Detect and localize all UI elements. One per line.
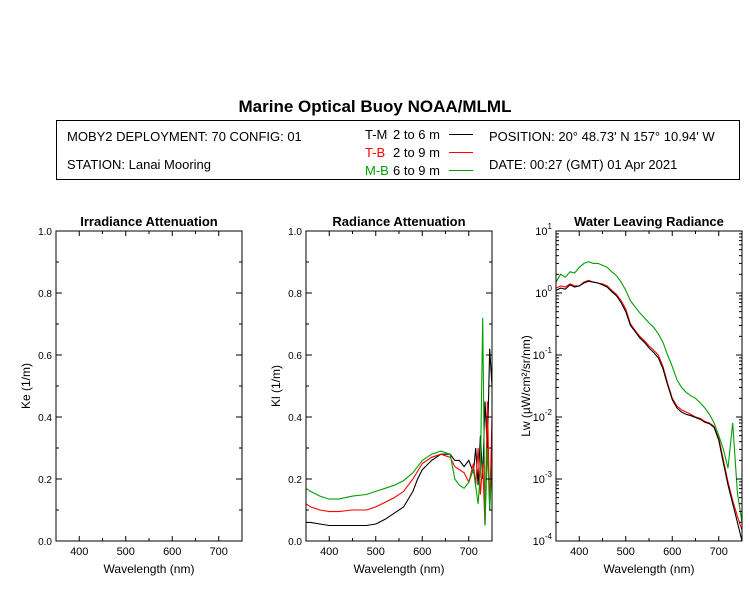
radiance-panel-title: Radiance Attenuation <box>332 214 466 229</box>
y-tick-label: 0.0 <box>38 537 52 548</box>
x-tick-label: 600 <box>163 546 181 558</box>
date-label: DATE: 00:27 (GMT) 01 Apr 2021 <box>489 157 678 172</box>
legend-range-tm: 2 to 6 m <box>393 127 440 142</box>
y-tick-label: 0.2 <box>38 475 52 486</box>
chart-panel-3: 400 500 600 700 Wavelength (nm) 101 100 10-1 10-… <box>519 222 743 576</box>
y-tick-label: 1.0 <box>288 227 302 238</box>
y-tick-label: 0.4 <box>288 413 302 424</box>
station-label: STATION: Lanai Mooring <box>67 157 212 172</box>
chart-panel-2: 400 500 600 700 Wavelength (nm) 0.0 0.2 0.4 0.6 0… <box>269 227 493 576</box>
x-axis-label: Wavelength (nm) <box>354 562 445 576</box>
legend-line-mb <box>449 170 473 171</box>
plot-frame <box>55 230 243 542</box>
y-tick-label: 0.8 <box>38 289 52 300</box>
x-tick-label: 500 <box>117 546 135 558</box>
series-line <box>556 261 742 523</box>
y-tick-label: 101 <box>535 222 552 238</box>
y-tick-label: 0.6 <box>38 351 52 362</box>
y-tick-label: 10-3 <box>533 470 553 486</box>
y-tick-label: 100 <box>535 284 552 300</box>
legend-line-tb <box>449 152 473 153</box>
water-leaving-panel-title: Water Leaving Radiance <box>574 214 724 229</box>
y-axis-label: Lw (µW/cm²/sr/nm) <box>519 335 533 437</box>
y-tick-label: 0.8 <box>288 289 302 300</box>
deployment-label: MOBY2 DEPLOYMENT: 70 CONFIG: 01 <box>67 129 302 144</box>
legend-range-mb: 6 to 9 m <box>393 163 440 178</box>
series-line <box>306 348 492 527</box>
plot-frame <box>555 230 743 542</box>
y-tick-label: 10-4 <box>533 532 553 548</box>
legend-code-tb: T-B <box>365 145 386 160</box>
x-tick-label: 700 <box>460 546 478 558</box>
x-tick-label: 700 <box>210 546 228 558</box>
series-line <box>556 280 742 541</box>
legend-code-tm: T-M <box>365 127 388 142</box>
irradiance-panel-title: Irradiance Attenuation <box>80 214 218 229</box>
y-tick-label: 10-1 <box>533 346 553 362</box>
legend-range-tb: 2 to 9 m <box>393 145 440 160</box>
info-box: MOBY2 DEPLOYMENT: 70 CONFIG: 01 STATION:… <box>56 120 740 180</box>
x-tick-label: 600 <box>663 546 681 558</box>
x-axis-label: Wavelength (nm) <box>104 562 195 576</box>
y-tick-label: 1.0 <box>38 227 52 238</box>
y-tick-label: 0.2 <box>288 475 302 486</box>
series-line <box>306 401 492 526</box>
y-tick-label: 0.0 <box>288 537 302 548</box>
series-line <box>556 279 742 531</box>
x-tick-label: 400 <box>320 546 338 558</box>
y-axis-label: Kl (1/m) <box>269 365 283 407</box>
y-tick-label: 0.4 <box>38 413 52 424</box>
x-tick-label: 400 <box>70 546 88 558</box>
position-label: POSITION: 20° 48.73' N 157° 10.94' W <box>489 129 715 144</box>
series-line <box>306 317 492 526</box>
x-tick-label: 400 <box>570 546 588 558</box>
x-tick-label: 500 <box>367 546 385 558</box>
x-tick-label: 600 <box>413 546 431 558</box>
x-axis-label: Wavelength (nm) <box>604 562 695 576</box>
y-tick-label: 0.6 <box>288 351 302 362</box>
x-tick-label: 700 <box>710 546 728 558</box>
y-tick-label: 10-2 <box>533 408 553 424</box>
page-title: Marine Optical Buoy NOAA/MLML <box>238 97 512 116</box>
x-tick-label: 500 <box>617 546 635 558</box>
legend-code-mb: M-B <box>365 163 389 178</box>
y-axis-label: Ke (1/m) <box>19 363 33 409</box>
chart-panel-1: 400 500 600 700 Wavelength (nm) 0.0 0.2 0.4 0.6 0… <box>19 227 243 576</box>
legend-line-tm <box>449 134 473 135</box>
